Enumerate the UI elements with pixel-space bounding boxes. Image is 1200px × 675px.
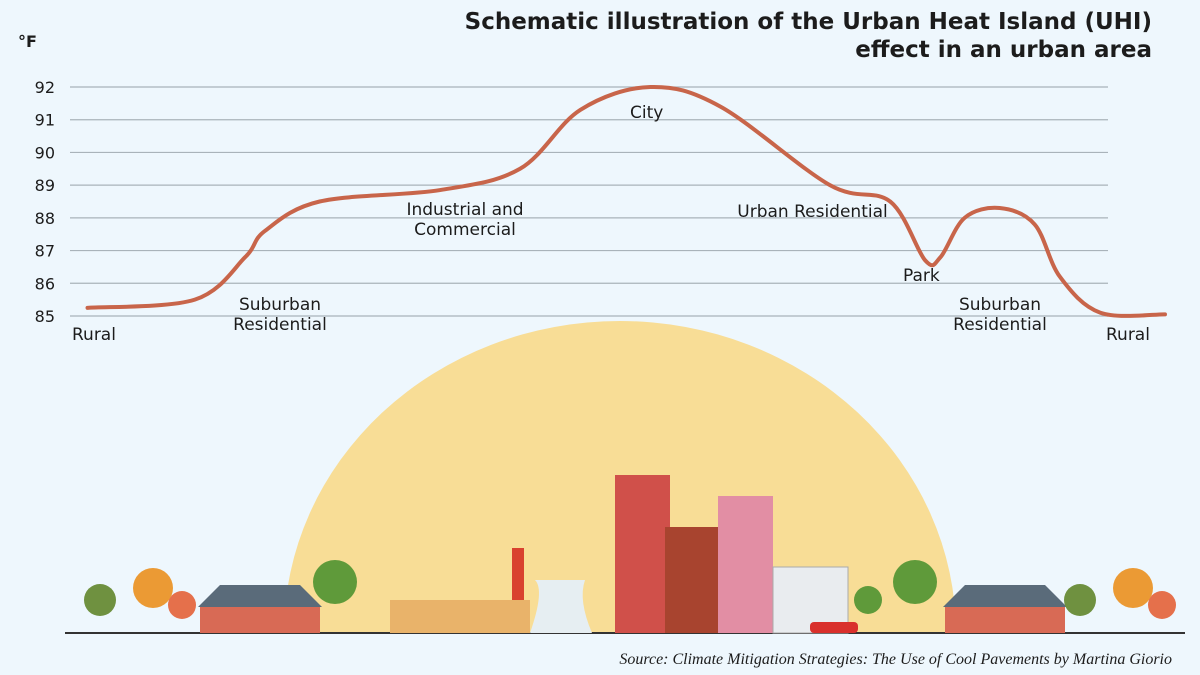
tree: [84, 584, 116, 616]
annotation-industrial: Industrial and Commercial: [406, 200, 524, 240]
house-left: [200, 605, 320, 633]
tree: [1113, 568, 1153, 608]
tree: [1064, 584, 1096, 616]
tree: [313, 560, 357, 604]
y-tick-label: 89: [35, 176, 55, 195]
chart-title: Schematic illustration of the Urban Heat…: [464, 9, 1152, 63]
office-building: [665, 527, 727, 633]
tower-building: [615, 475, 670, 633]
annotation-suburban-left: Suburban Residential: [233, 295, 327, 335]
annotation-city: City: [630, 103, 664, 123]
city-illustration: [65, 321, 1185, 634]
annotation-suburban-right: Suburban Residential: [953, 295, 1047, 335]
y-tick-label: 85: [35, 307, 55, 326]
y-tick-label: 92: [35, 78, 55, 97]
annotation-rural-left: Rural: [72, 325, 116, 345]
roof-left: [198, 585, 322, 607]
y-tick-label: 88: [35, 209, 55, 228]
temperature-line: [85, 84, 1167, 318]
tree: [893, 560, 937, 604]
pink-tower: [718, 496, 773, 633]
source-caption: Source: Climate Mitigation Strategies: T…: [619, 651, 1172, 668]
tree: [168, 591, 196, 619]
cooling-tower: [530, 580, 592, 633]
annotation-urban-residential: Urban Residential: [737, 202, 888, 222]
house-right: [945, 605, 1065, 633]
factory: [390, 600, 530, 633]
y-tick-label: 86: [35, 274, 55, 293]
y-tick-label: 91: [35, 111, 55, 130]
tree: [1148, 591, 1176, 619]
y-axis-label: °F: [18, 32, 37, 51]
y-tick-label: 90: [35, 143, 55, 162]
car: [810, 622, 858, 633]
annotation-park: Park: [903, 266, 940, 286]
tree: [854, 586, 882, 614]
y-tick-label: 87: [35, 242, 55, 261]
tree: [133, 568, 173, 608]
roof-right: [943, 585, 1067, 607]
annotation-rural-right: Rural: [1106, 325, 1150, 345]
